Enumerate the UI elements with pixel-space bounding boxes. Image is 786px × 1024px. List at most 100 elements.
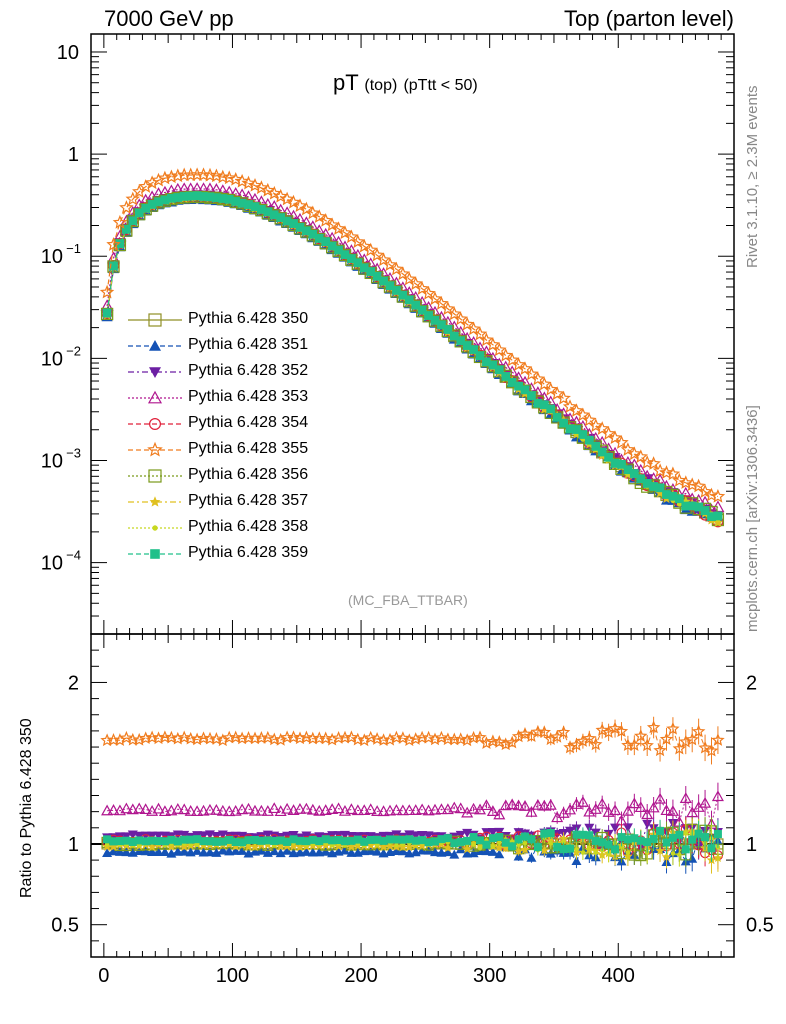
series-359	[102, 191, 723, 522]
data-point	[211, 847, 222, 857]
legend-symbol	[128, 340, 182, 351]
data-point	[582, 412, 597, 427]
data-point	[119, 200, 134, 214]
data-point	[434, 296, 449, 310]
data-point	[149, 496, 161, 507]
data-point	[430, 832, 441, 842]
ratio-y-tick-label-right: 0.5	[746, 915, 774, 937]
data-point	[328, 836, 337, 845]
data-point	[641, 808, 654, 820]
data-point	[665, 466, 681, 481]
data-point	[250, 835, 259, 844]
data-point	[194, 842, 200, 848]
series-line	[106, 195, 718, 518]
data-point	[572, 425, 581, 434]
data-point	[395, 266, 411, 281]
data-point	[697, 484, 713, 498]
data-point	[115, 239, 125, 249]
legend-label: Pythia 6.428 354	[188, 414, 309, 431]
data-point	[492, 342, 507, 357]
data-point	[205, 192, 215, 202]
data-point	[212, 837, 221, 846]
data-point	[359, 846, 370, 856]
data-point	[686, 806, 699, 818]
data-point	[482, 840, 491, 849]
data-point	[430, 847, 441, 857]
data-point	[331, 221, 346, 235]
legend-symbol	[128, 525, 182, 531]
data-point	[372, 846, 383, 856]
ratio-series-359	[103, 819, 722, 862]
data-point	[627, 738, 642, 751]
data-point	[177, 730, 191, 744]
legend-label: Pythia 6.428 359	[188, 544, 309, 561]
data-point	[149, 417, 162, 431]
data-point	[203, 803, 216, 815]
data-point	[149, 340, 161, 351]
data-point	[646, 720, 661, 734]
data-point	[537, 725, 551, 738]
legend-symbol	[128, 549, 182, 559]
x-tick-label: 0	[98, 965, 109, 987]
data-point	[552, 412, 562, 422]
data-point	[492, 735, 506, 748]
data-point	[171, 803, 184, 814]
legend-symbol	[128, 469, 182, 483]
data-point	[302, 226, 311, 236]
data-point	[522, 840, 528, 846]
ratio-series-line	[107, 821, 719, 849]
data-point	[235, 731, 249, 745]
data-point	[698, 740, 712, 754]
data-point	[640, 738, 654, 752]
mcplots-reference-label: mcplots.cern.ch [arXiv:1306.3436]	[744, 405, 761, 632]
data-point	[707, 512, 716, 522]
data-point	[710, 488, 726, 503]
data-point	[466, 321, 481, 336]
data-point	[398, 835, 407, 844]
data-point	[639, 455, 655, 469]
data-point	[289, 835, 298, 844]
data-point	[305, 205, 321, 220]
data-point	[672, 741, 687, 755]
data-point	[148, 469, 162, 483]
data-point	[179, 846, 190, 856]
plot-title-main: pT	[333, 70, 359, 95]
data-point	[126, 214, 139, 228]
data-point	[539, 400, 549, 410]
data-point	[216, 804, 229, 816]
data-point	[382, 257, 398, 272]
data-point	[434, 730, 449, 744]
data-point	[242, 802, 255, 814]
data-point	[101, 804, 114, 816]
ratio-y-tick-label: 2	[68, 672, 79, 694]
data-point	[518, 727, 532, 740]
data-point	[109, 261, 118, 271]
data-point	[530, 371, 546, 386]
data-point	[198, 831, 209, 841]
data-point	[148, 313, 162, 327]
data-point	[159, 846, 170, 856]
data-point	[694, 829, 703, 838]
data-point	[585, 831, 594, 840]
data-point	[319, 731, 333, 745]
data-point	[595, 723, 609, 736]
data-point	[666, 721, 680, 735]
collision-energy-label: 7000 GeV pp	[104, 6, 234, 31]
ratio-y-tick-label: 0.5	[51, 915, 79, 937]
legend-symbol	[128, 441, 182, 457]
data-point	[396, 731, 410, 744]
data-point	[480, 799, 493, 811]
data-point	[538, 799, 551, 811]
data-point	[152, 802, 165, 814]
data-point	[546, 828, 555, 837]
data-point	[289, 219, 298, 228]
data-point	[453, 311, 468, 326]
data-point	[107, 804, 120, 815]
data-point	[359, 832, 370, 842]
legend-label: Pythia 6.428 353	[188, 388, 309, 405]
data-point	[157, 170, 173, 185]
data-point	[365, 845, 376, 855]
data-point	[636, 836, 645, 845]
data-point	[544, 798, 557, 810]
